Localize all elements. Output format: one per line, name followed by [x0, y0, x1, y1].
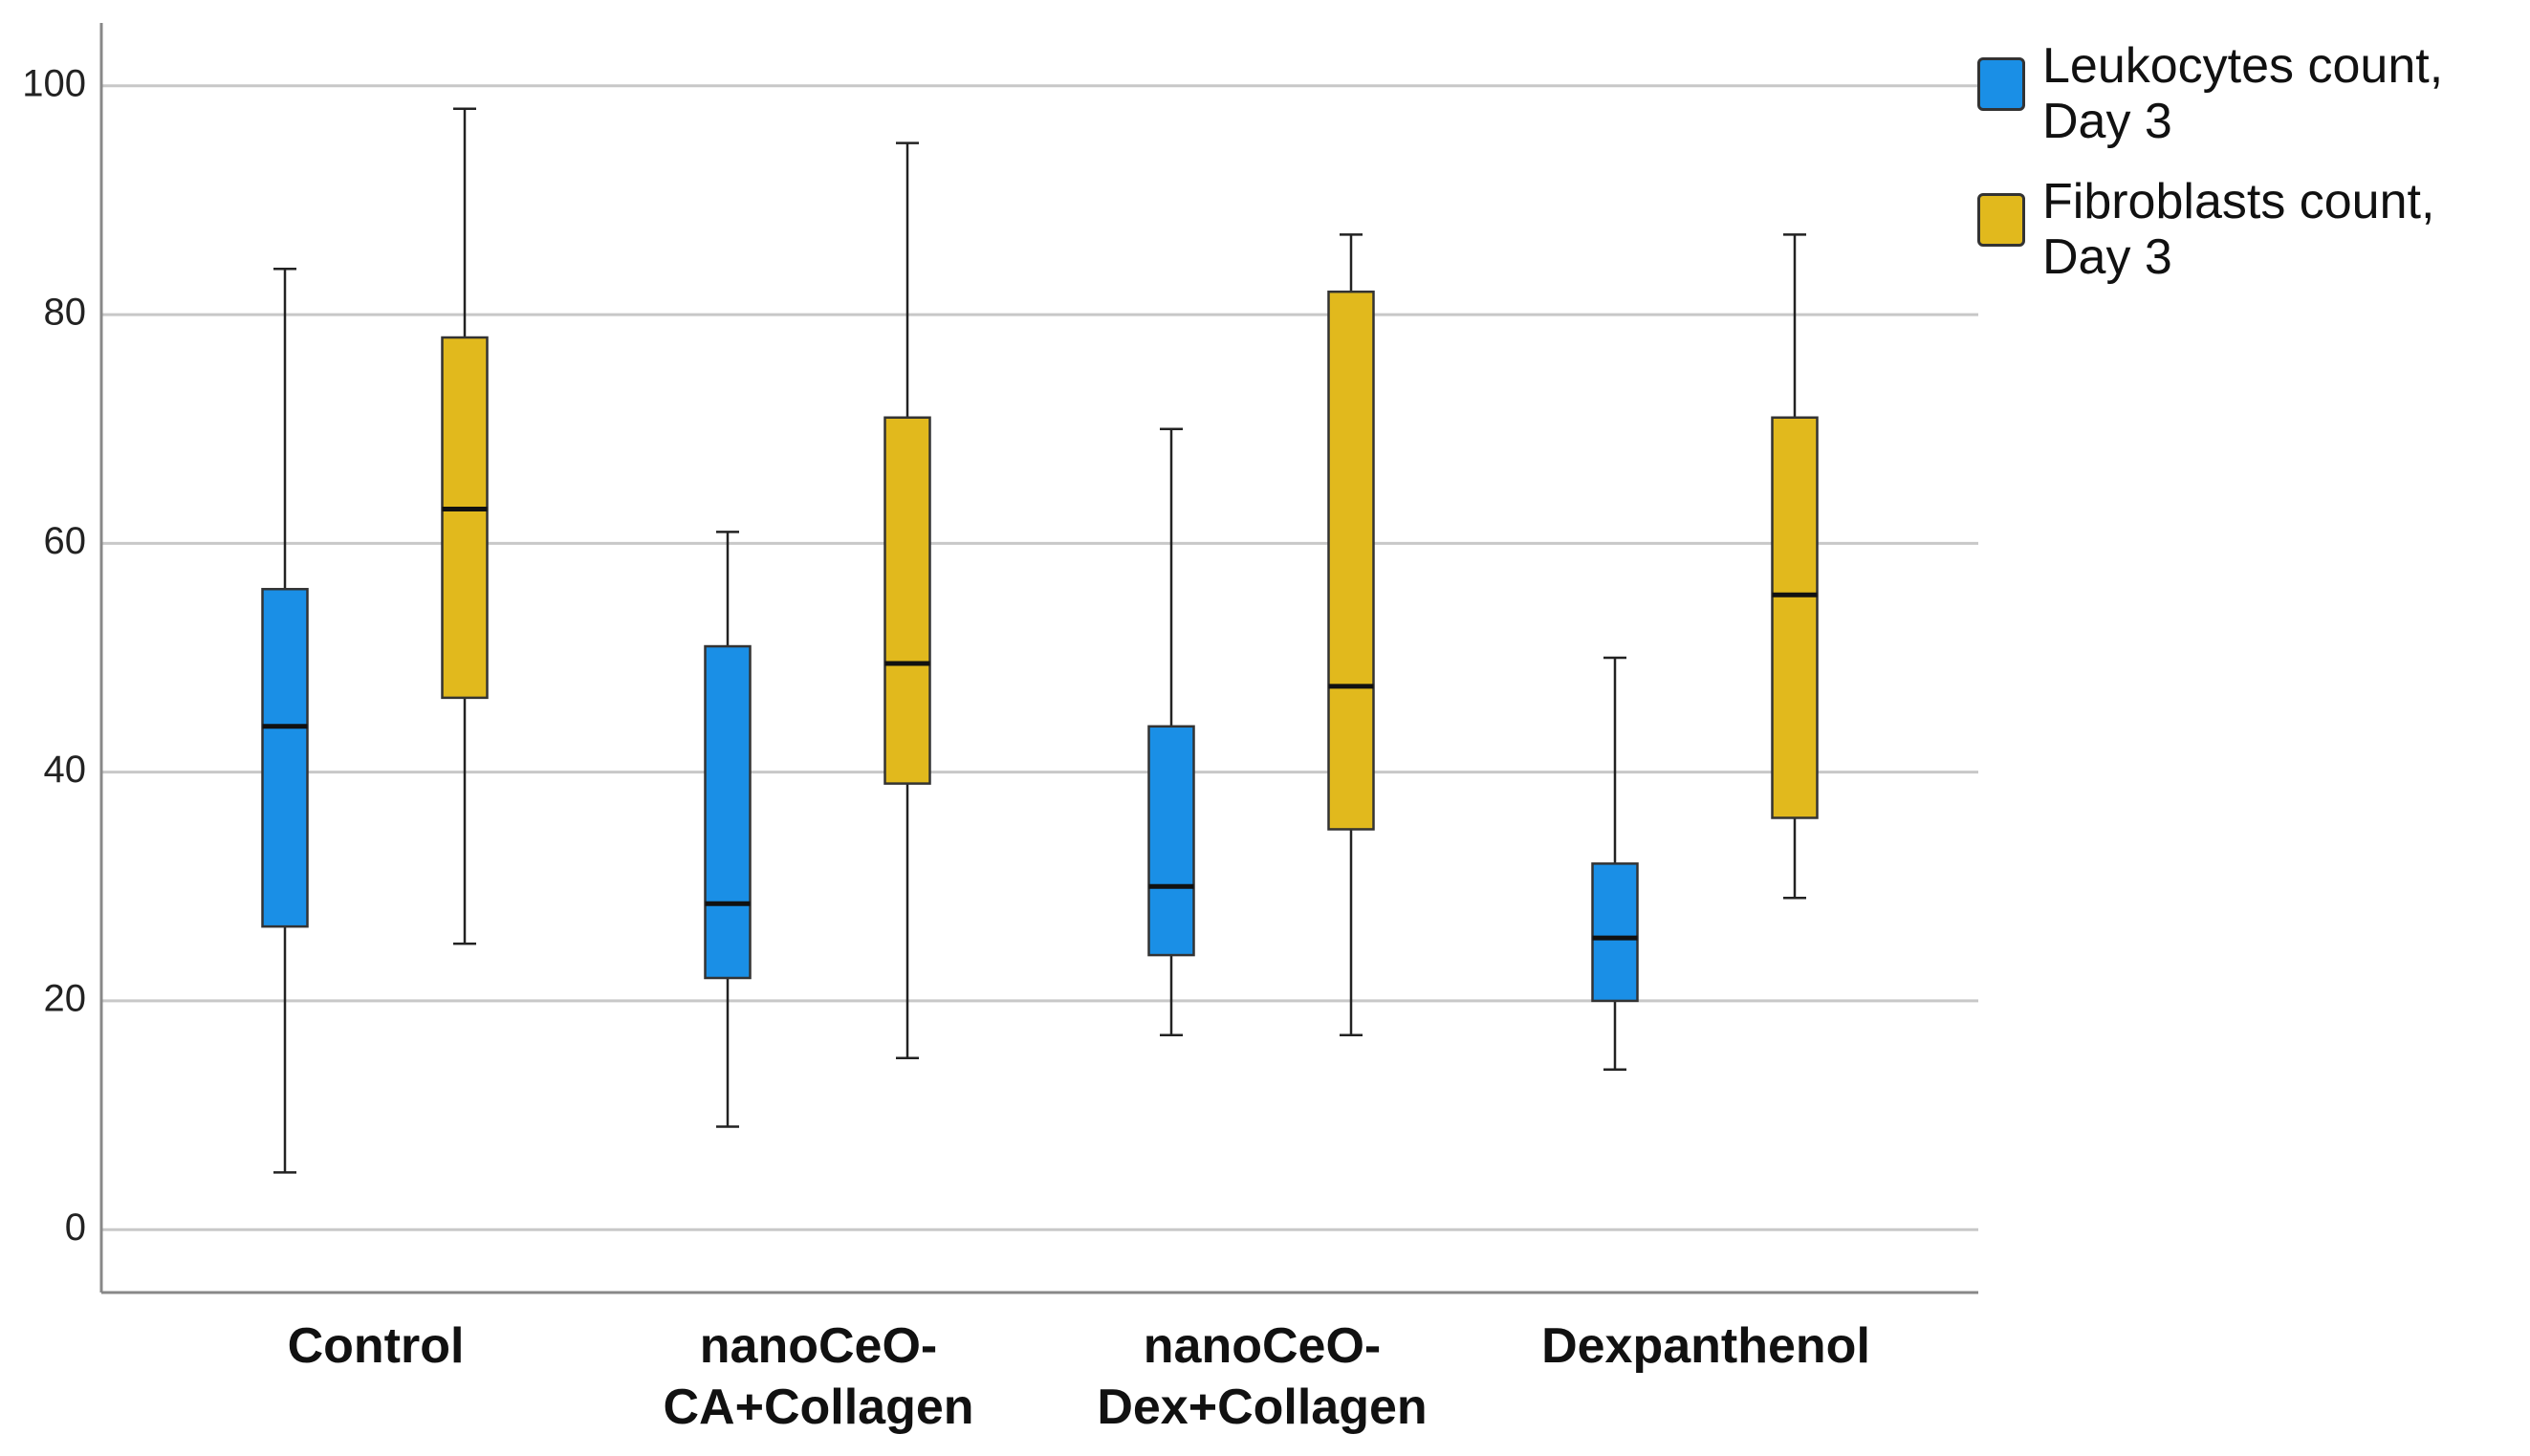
x-tick-line: nanoCeO-: [1144, 1318, 1381, 1374]
x-tick-line: Dexpanthenol: [1541, 1318, 1870, 1374]
box: [883, 416, 931, 785]
y-tick-label: 100: [22, 62, 86, 104]
box: [441, 336, 489, 700]
x-tick-line: nanoCeO-: [700, 1318, 937, 1374]
legend-swatch: [1977, 193, 2025, 247]
box: [1591, 862, 1639, 1003]
x-tick-label: nanoCeO- Dex+Collagen: [1097, 1318, 1427, 1435]
legend-swatch: [1977, 57, 2025, 111]
box: [704, 644, 752, 980]
y-tick-label: 80: [44, 292, 87, 334]
x-tick-line: Dex+Collagen: [1097, 1380, 1427, 1435]
x-tick-line: Control: [288, 1318, 465, 1374]
legend-label: Leukocytes count, Day 3: [2042, 38, 2444, 149]
x-tick-label: nanoCeO- CA+Collagen: [663, 1318, 973, 1435]
y-tick-label: 0: [65, 1206, 86, 1249]
y-tick-label: 20: [44, 977, 87, 1019]
box: [1147, 725, 1195, 957]
box: [1771, 416, 1819, 819]
legend-item: Fibroblasts count, Day 3: [1977, 174, 2522, 285]
x-tick-label: Control: [288, 1318, 465, 1374]
box: [1327, 290, 1375, 831]
box: [261, 587, 309, 928]
legend-label: Fibroblasts count, Day 3: [2042, 174, 2435, 285]
y-tick-label: 40: [44, 749, 87, 791]
x-tick-label: Dexpanthenol: [1541, 1318, 1870, 1374]
legend: Leukocytes count, Day 3 Fibroblasts count…: [1977, 38, 2522, 310]
y-tick-label: 60: [44, 520, 87, 562]
legend-item: Leukocytes count, Day 3: [1977, 38, 2522, 149]
x-tick-line: CA+Collagen: [663, 1380, 973, 1435]
